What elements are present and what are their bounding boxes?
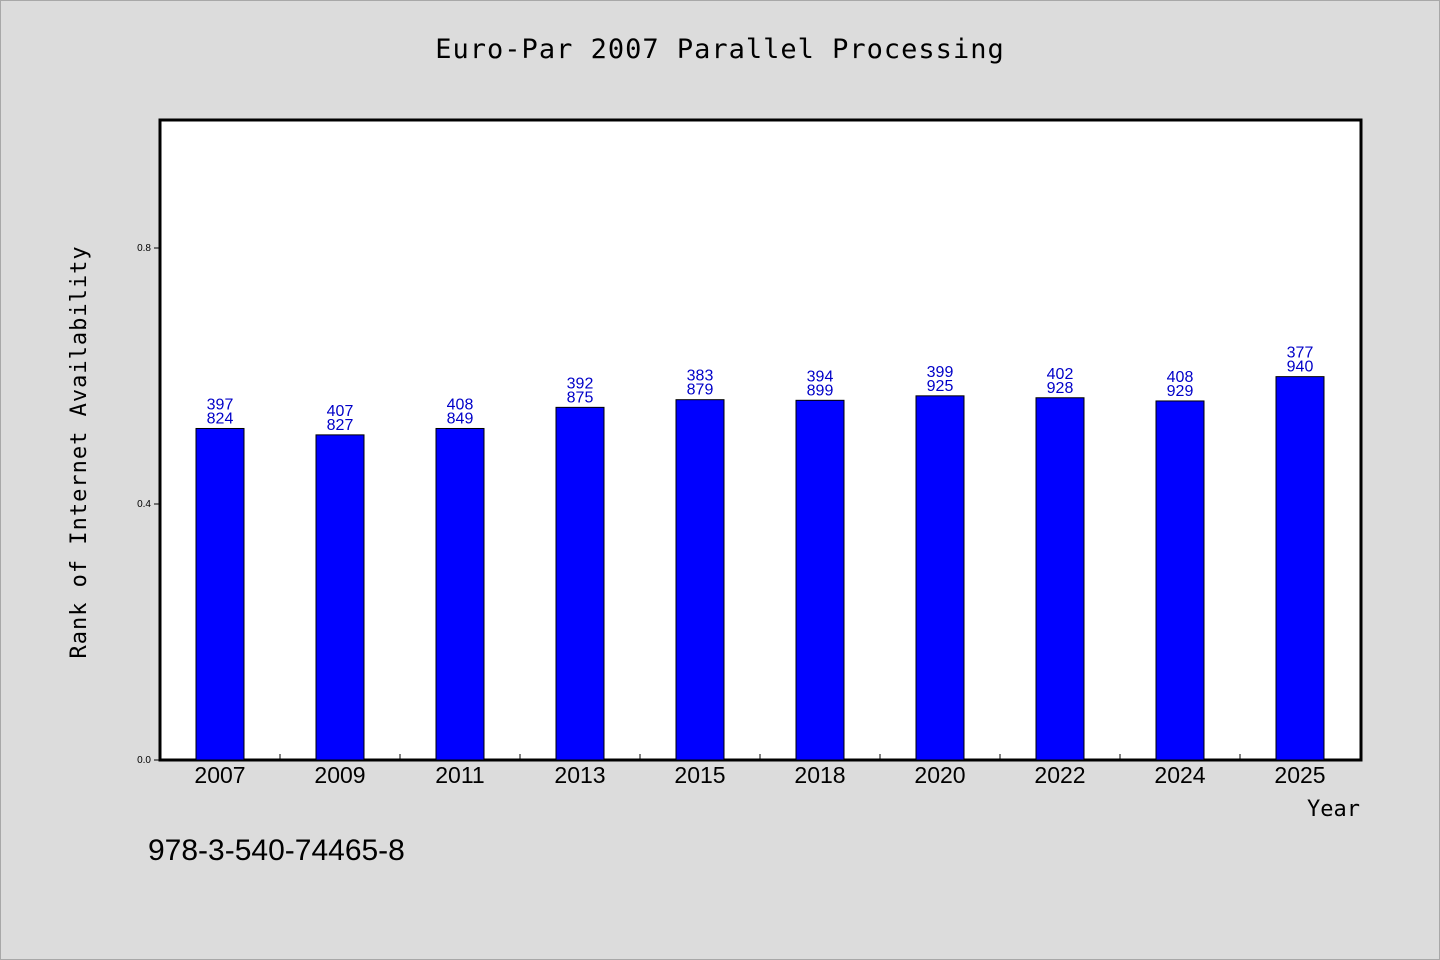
x-tick-label: 2025 [1274,762,1325,788]
bar [1275,376,1325,761]
bar [555,406,605,761]
bar [435,427,485,761]
bar-label-top: 408 [447,396,474,413]
ticks-layer: 0.0 0.4 0.8 2007 2009 2011 2013 2015 2018 2020 202… [137,243,1325,788]
bar-label-top: 397 [207,396,234,413]
bar [1155,400,1205,761]
bar-label-top: 399 [927,364,954,381]
x-axis-label: Year [1307,797,1360,822]
y-tick-label: 0.0 [137,755,151,766]
bar-label-bottom: 928 [1047,380,1074,397]
bar [795,399,845,761]
bar-label-bottom: 899 [807,382,834,399]
bar-label-bottom: 824 [207,410,234,427]
bar-label-bottom: 875 [567,389,594,406]
isbn-footer: 978-3-540-74465-8 [148,834,405,867]
bar-label-bottom: 940 [1287,359,1314,376]
bar [195,427,245,761]
bar-label-top: 383 [687,368,714,385]
bar-label-bottom: 925 [927,378,954,395]
bar-label-top: 407 [327,403,354,420]
bar-label-top: 402 [1047,366,1074,383]
bar [315,434,365,761]
x-tick-label: 2015 [674,762,725,788]
x-tick-label: 2007 [194,762,245,788]
bar-label-top: 394 [807,368,834,385]
bar-label-top: 377 [1287,345,1314,362]
bar-label-bottom: 929 [1167,383,1194,400]
x-tick-label: 2024 [1154,762,1205,788]
x-tick-label: 2013 [554,762,605,788]
x-tick-label: 2018 [794,762,845,788]
bar-label-top: 408 [1167,369,1194,386]
y-tick-label: 0.8 [137,243,151,254]
chart-title: Euro-Par 2007 Parallel Processing [435,34,1005,65]
x-tick-label: 2022 [1034,762,1085,788]
x-tick-label: 2009 [314,762,365,788]
bar [1035,397,1085,761]
x-tick-label: 2020 [914,762,965,788]
bar [675,399,725,761]
bar-label-bottom: 827 [327,417,354,434]
bar-label-bottom: 879 [687,382,714,399]
x-tick-label: 2011 [435,762,484,788]
bar-label-top: 392 [567,375,594,392]
bar-label-bottom: 849 [447,410,474,427]
y-tick-label: 0.4 [137,499,151,510]
y-axis-label: Rank of Internet Availability [67,245,92,658]
bar [915,395,965,761]
